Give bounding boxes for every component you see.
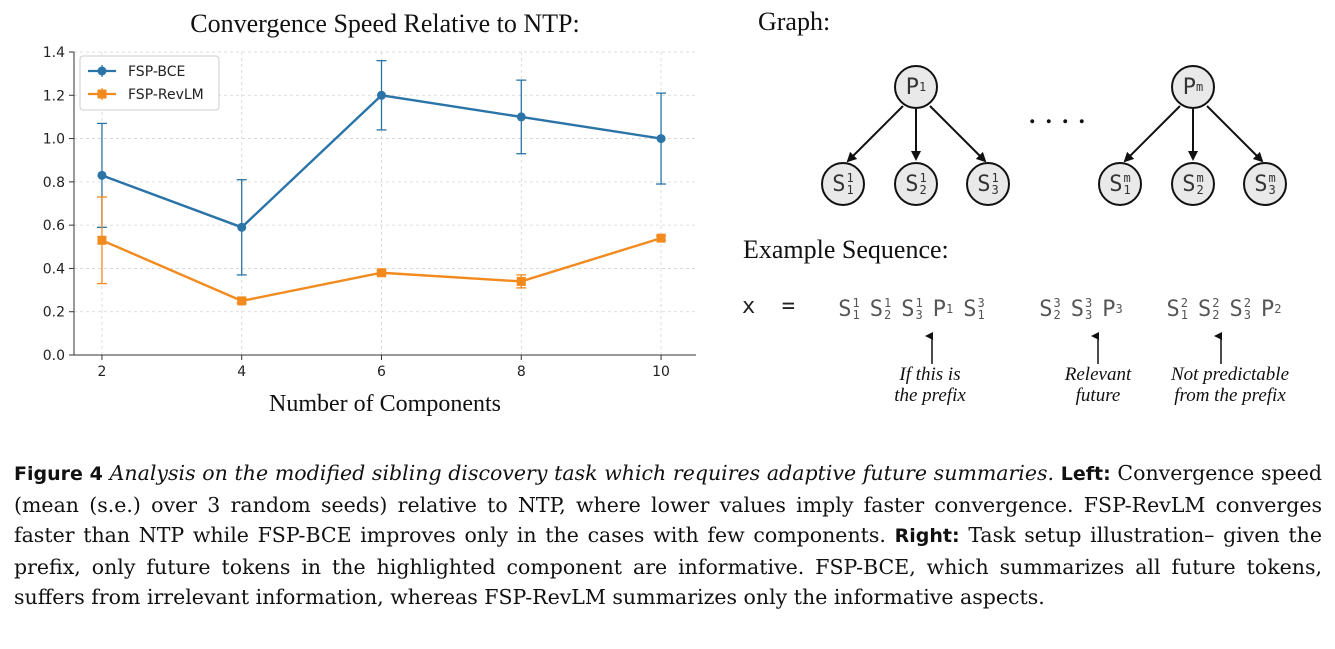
y-tick-label: 1.0 [43, 132, 65, 148]
fsp-bce-point [516, 112, 526, 122]
convergence-chart: Convergence Speed Relative to NTP: 0.00.… [43, 9, 696, 417]
fsp-bce-point [377, 90, 387, 100]
legend-box [79, 55, 220, 111]
y-tick-label: 0.6 [43, 218, 65, 234]
graph-ellipsis: .... [1028, 94, 1094, 131]
legend-swatch-marker [97, 66, 107, 76]
annotation-prefix: If this is the prefix [894, 364, 966, 406]
caption-figure-label: Figure 4 [14, 463, 103, 485]
caption-left-text: Convergence speed (mean (s.e.) over 3 ra… [14, 461, 1322, 547]
y-tick-label: 0.8 [43, 175, 65, 191]
y-tick-label: 0.0 [43, 348, 65, 364]
fsp-bce-point [97, 170, 107, 180]
chart-series [96, 60, 667, 306]
y-tick-label: 0.4 [43, 261, 65, 277]
caption-left-label: Left: [1060, 463, 1111, 485]
sequence-title: Example Sequence: [743, 235, 949, 264]
fsp-bce-point [656, 134, 666, 144]
chart-axes: 0.0 0.2 0.4 0.6 0.8 1.0 1.2 1.4 2 4 6 8 10 [43, 45, 696, 380]
caption-right-text: Task setup illustration– given the prefi… [14, 523, 1323, 609]
graph-edges [846, 105, 1264, 163]
chart-legend: FSP-BCE FSP-RevLM [79, 55, 220, 111]
annotation-relevant: Relevant future [1064, 364, 1132, 406]
sequence-lhs: x = [742, 294, 795, 319]
edge-pm-s1 [1123, 105, 1181, 163]
y-tick-label: 1.2 [43, 88, 65, 104]
legend-swatch-marker [97, 89, 107, 99]
fsp-revlm-point [237, 296, 247, 306]
x-tick-label: 4 [237, 364, 246, 380]
fsp-revlm-point [656, 233, 666, 243]
figure-caption: Figure 4 Analysis on the modified siblin… [14, 458, 1322, 613]
graph-title: Graph: [758, 7, 831, 36]
x-tick-label: 6 [377, 364, 386, 380]
fsp-revlm-point [516, 276, 526, 286]
x-tick-label: 10 [652, 364, 670, 380]
caption-summary: Analysis on the modified sibling discove… [109, 461, 1055, 485]
fsp-revlm-point [377, 268, 387, 278]
x-axis-label: Number of Components [269, 391, 501, 417]
edge-p1-s3 [929, 105, 987, 163]
y-tick-label: 0.2 [43, 305, 65, 321]
x-tick-label: 8 [517, 364, 526, 380]
legend-label: FSP-RevLM [128, 87, 204, 103]
x-tick-label: 2 [97, 364, 106, 380]
caption-right-label: Right: [894, 525, 960, 547]
fsp-bce-point [237, 222, 247, 232]
annotation-unpredictable: Not predictable from the prefix [1170, 364, 1290, 406]
figure-4: Convergence Speed Relative to NTP: 0.0 0.… [43, 0, 1335, 440]
y-tick-label: 1.4 [43, 45, 65, 61]
fsp-revlm-point [97, 235, 107, 245]
edge-pm-s3 [1206, 105, 1264, 163]
legend-label: FSP-BCE [128, 64, 185, 80]
chart-title: Convergence Speed Relative to NTP: [190, 9, 579, 38]
edge-p1-s1 [846, 105, 904, 163]
